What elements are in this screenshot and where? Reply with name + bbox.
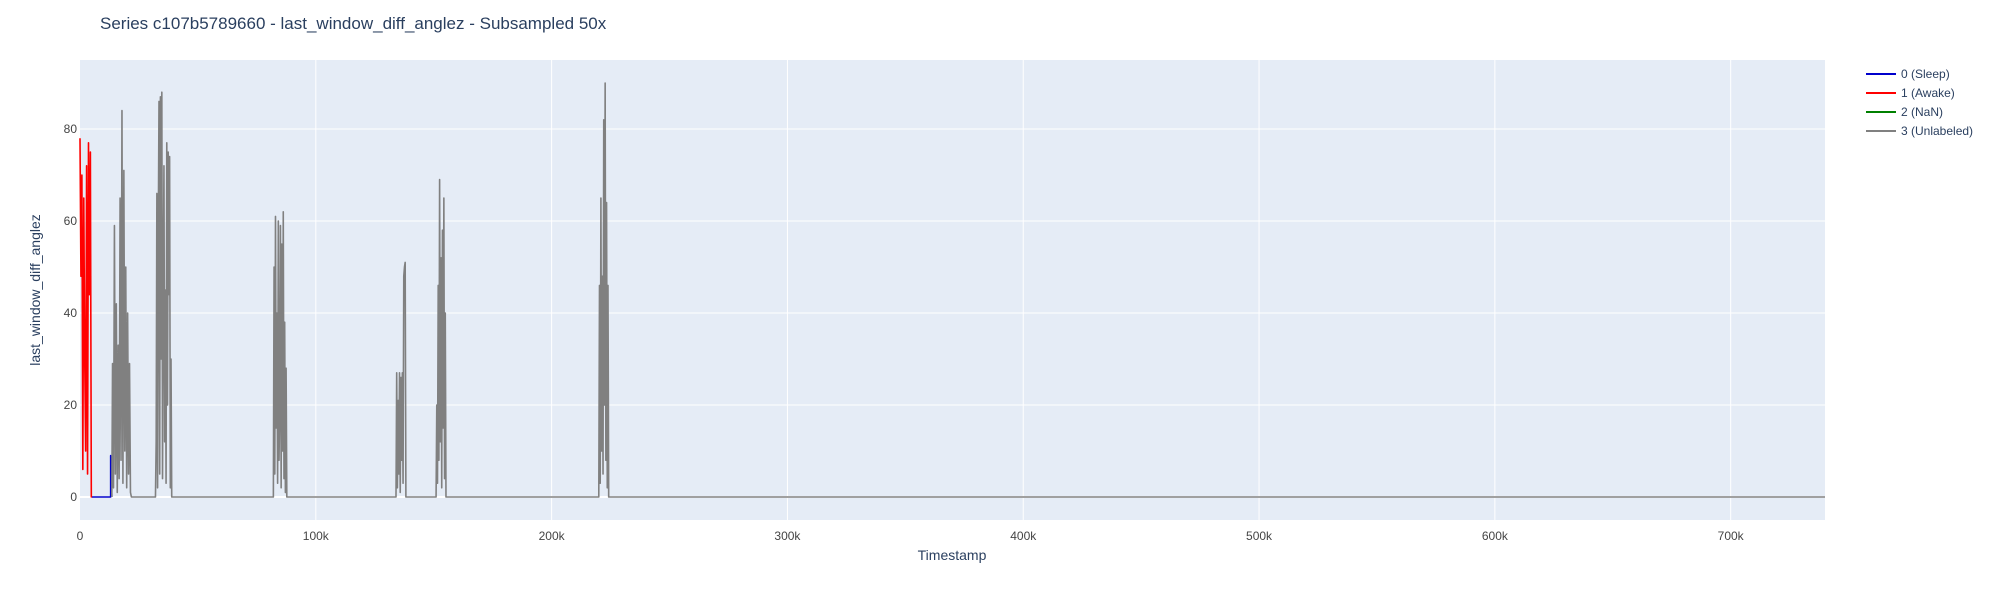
legend-item[interactable]: 0 (Sleep) (1866, 67, 1950, 81)
series-layer (79, 82, 1825, 498)
x-tick-label: 600k (1482, 529, 1509, 543)
y-tick-label: 40 (64, 306, 78, 320)
x-axis-title: Timestamp (918, 547, 987, 563)
legend-label: 3 (Unlabeled) (1901, 124, 1973, 138)
x-tick-label: 200k (539, 529, 566, 543)
series-line-1-awake- (79, 138, 93, 498)
x-tick-label: 100k (303, 529, 330, 543)
legend-label: 1 (Awake) (1901, 86, 1955, 100)
y-tick-label: 0 (70, 490, 77, 504)
x-tick-label: 400k (1010, 529, 1037, 543)
y-tick-label: 20 (64, 398, 78, 412)
legend-item[interactable]: 2 (NaN) (1866, 105, 1943, 119)
x-axis-ticks: 0 100k 200k 300k 400k 500k 600k 700k (77, 529, 1745, 543)
chart-title: Series c107b5789660 - last_window_diff_a… (100, 14, 607, 33)
x-tick-label: 300k (774, 529, 801, 543)
y-axis-title: last_window_diff_anglez (27, 214, 43, 366)
legend-label: 2 (NaN) (1901, 105, 1943, 119)
plot-area (80, 60, 1825, 520)
legend-item[interactable]: 1 (Awake) (1866, 86, 1955, 100)
x-tick-label: 500k (1246, 529, 1273, 543)
legend-item[interactable]: 3 (Unlabeled) (1866, 124, 1973, 138)
series-line-3-unlabeled- (111, 82, 1825, 498)
y-axis-ticks: 0 20 40 60 80 (64, 122, 78, 504)
y-tick-label: 80 (64, 122, 78, 136)
legend[interactable]: 0 (Sleep) 1 (Awake) 2 (NaN) 3 (Unlabeled) (1866, 67, 1973, 138)
legend-label: 0 (Sleep) (1901, 67, 1950, 81)
y-tick-label: 60 (64, 214, 78, 228)
x-tick-label: 0 (77, 529, 84, 543)
x-tick-label: 700k (1718, 529, 1745, 543)
